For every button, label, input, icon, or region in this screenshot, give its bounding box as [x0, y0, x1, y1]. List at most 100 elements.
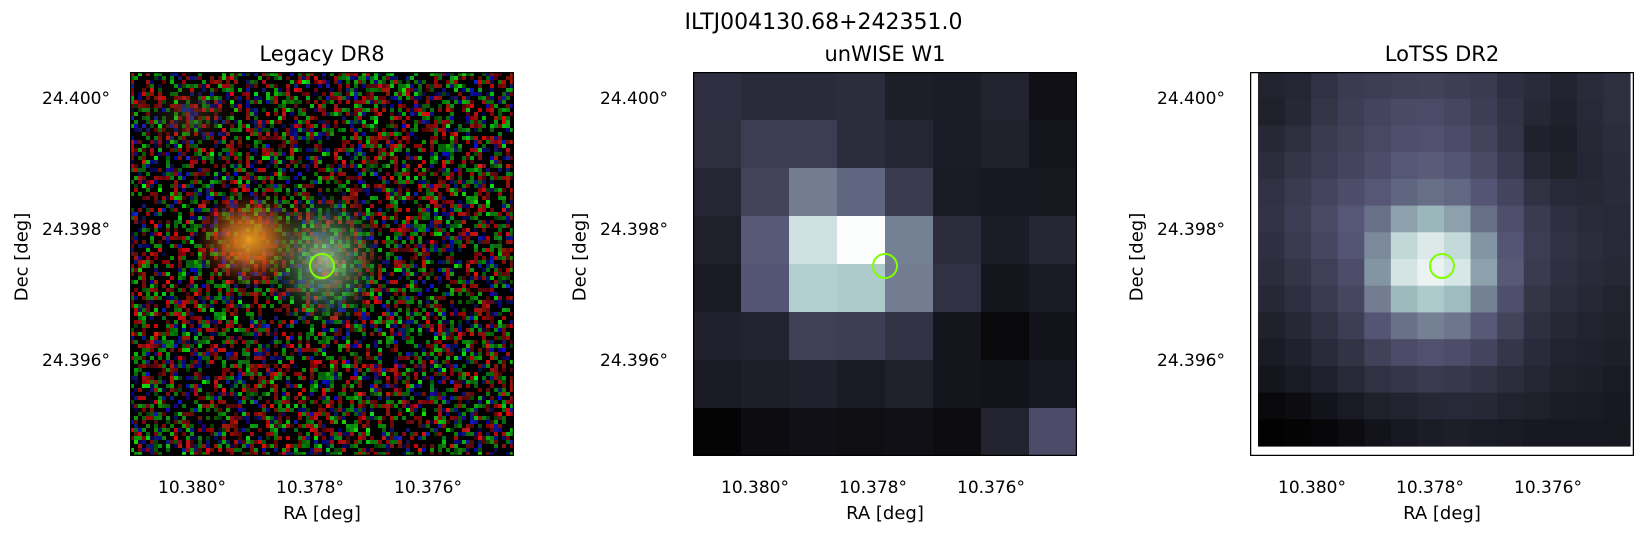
image-pixel: [1523, 419, 1551, 447]
image-pixel: [1497, 205, 1525, 233]
unwise-ytick-2: 24.398°: [600, 220, 668, 240]
image-pixel: [789, 72, 838, 121]
image-pixel: [1603, 98, 1631, 127]
image-pixel: [1603, 125, 1631, 153]
image-pixel: [1364, 312, 1392, 340]
legacy-ytick-2: 24.398°: [42, 220, 110, 240]
image-pixel: [1603, 312, 1631, 340]
unwise-xtick-2: 10.378°: [839, 478, 907, 498]
image-pixel: [1497, 72, 1525, 100]
image-pixel: [1364, 339, 1392, 367]
image-pixel: [1603, 285, 1631, 314]
image-pixel: [1284, 178, 1312, 207]
image-pixel: [1550, 339, 1578, 367]
image-pixel: [1470, 232, 1498, 260]
figure-title: ILTJ004130.68+242351.0: [684, 10, 963, 35]
image-pixel: [693, 360, 742, 409]
image-pixel: [1364, 392, 1392, 420]
unwise-xtick-1: 10.380°: [721, 478, 789, 498]
lotss-xtick-1: 10.380°: [1278, 478, 1346, 498]
legacy-ytick-3: 24.396°: [42, 351, 110, 371]
image-pixel: [1576, 365, 1605, 394]
image-pixel: [1284, 232, 1312, 260]
image-pixel: [1029, 264, 1077, 313]
image-pixel: [1258, 232, 1286, 260]
image-pixel: [837, 408, 886, 456]
image-pixel: [885, 408, 934, 456]
image-pixel: [1444, 125, 1472, 153]
image-pixel: [1417, 365, 1445, 394]
image-pixel: [1337, 339, 1365, 367]
lotss-ylabel: Dec [deg]: [1126, 212, 1148, 302]
image-pixel: [1576, 285, 1605, 314]
image-pixel: [1550, 259, 1578, 287]
image-pixel: [1470, 392, 1498, 420]
image-pixel: [1470, 125, 1498, 153]
image-pixel: [1390, 259, 1419, 287]
image-pixel: [1576, 259, 1605, 287]
image-pixel: [1444, 152, 1472, 180]
image-pixel: [1258, 285, 1286, 314]
image-pixel: [1364, 72, 1392, 100]
image-pixel: [981, 312, 1030, 361]
image-pixel: [1311, 72, 1339, 100]
image-pixel: [1603, 205, 1631, 233]
image-pixel: [1497, 259, 1525, 287]
image-pixel: [1390, 312, 1419, 340]
image-pixel: [1444, 312, 1472, 340]
image-pixel: [981, 408, 1030, 456]
image-pixel: [1550, 285, 1578, 314]
image-pixel: [933, 312, 982, 361]
image-pixel: [1523, 72, 1551, 100]
lotss-xlabel: RA [deg]: [1403, 503, 1481, 524]
image-pixel: [1523, 205, 1551, 233]
image-pixel: [933, 408, 982, 456]
image-pixel: [1029, 72, 1077, 121]
unwise-ytick-1: 24.400°: [600, 89, 668, 109]
image-pixel: [1470, 419, 1498, 447]
image-pixel: [1029, 312, 1077, 361]
image-pixel: [1550, 72, 1578, 100]
image-pixel: [1497, 125, 1525, 153]
image-pixel: [693, 120, 742, 169]
image-pixel: [1364, 259, 1392, 287]
image-pixel: [1258, 392, 1286, 420]
lotss-ytick-1: 24.400°: [1157, 89, 1225, 109]
lotss-xtick-3: 10.376°: [1514, 478, 1582, 498]
image-pixel: [1029, 408, 1077, 456]
image-pixel: [1470, 365, 1498, 394]
image-pixel: [981, 264, 1030, 313]
image-pixel: [1603, 72, 1631, 100]
image-pixel: [837, 168, 886, 217]
image-pixel: [933, 264, 982, 313]
faint-emission-blob: [130, 77, 250, 157]
image-pixel: [1417, 205, 1445, 233]
image-pixel: [1497, 98, 1525, 127]
image-pixel: [1444, 419, 1472, 447]
image-pixel: [885, 264, 934, 313]
image-pixel: [1470, 339, 1498, 367]
lotss-image-panel: [1250, 72, 1634, 456]
image-pixel: [1337, 392, 1365, 420]
lotss-pixel-grid: [1258, 72, 1631, 447]
image-pixel: [789, 408, 838, 456]
image-pixel: [1390, 205, 1419, 233]
image-pixel: [885, 72, 934, 121]
image-pixel: [1550, 205, 1578, 233]
image-pixel: [1337, 312, 1365, 340]
image-pixel: [1576, 392, 1605, 420]
image-pixel: [1258, 205, 1286, 233]
image-pixel: [837, 72, 886, 121]
image-pixel: [1337, 125, 1365, 153]
legacy-xtick-2: 10.378°: [276, 478, 344, 498]
image-pixel: [1284, 125, 1312, 153]
image-pixel: [1417, 339, 1445, 367]
image-pixel: [1444, 339, 1472, 367]
image-pixel: [1523, 178, 1551, 207]
image-pixel: [1284, 152, 1312, 180]
image-pixel: [741, 312, 790, 361]
panel-title-lotss: LoTSS DR2: [1384, 42, 1500, 66]
image-pixel: [1550, 392, 1578, 420]
image-pixel: [1550, 312, 1578, 340]
image-pixel: [1444, 392, 1472, 420]
